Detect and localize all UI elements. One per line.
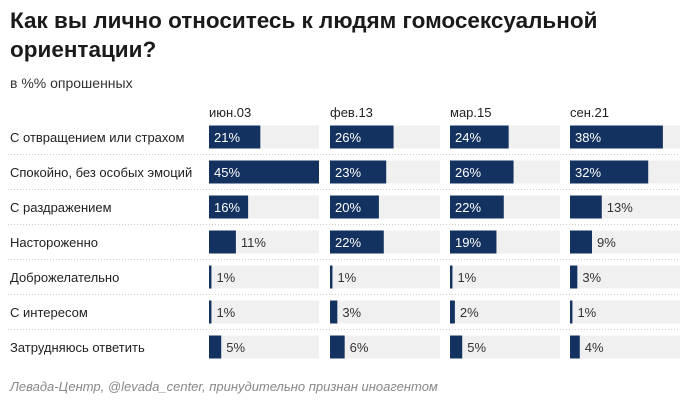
row-label: С раздражением: [10, 200, 112, 215]
bar: [450, 230, 497, 254]
bar: [570, 300, 573, 324]
bar: [209, 125, 261, 149]
bar-track: [570, 265, 680, 289]
data-label: 4%: [585, 340, 604, 355]
data-label: 22%: [335, 235, 361, 250]
bar-track: [209, 265, 319, 289]
bar-track: [209, 230, 319, 254]
data-label: 6%: [350, 340, 369, 355]
chart-title: Как вы лично относитесь к людям гомосекс…: [10, 8, 598, 62]
chart-subtitle: в %% опрошенных: [10, 75, 133, 91]
row-label: Спокойно, без особых эмоций: [10, 165, 192, 180]
data-label: 45%: [214, 165, 240, 180]
data-label: 1%: [457, 270, 476, 285]
column-header: сен.21: [570, 105, 609, 120]
bar: [209, 335, 222, 359]
data-label: 1%: [577, 305, 596, 320]
bar: [570, 230, 592, 254]
bar: [450, 265, 453, 289]
bar: [209, 300, 212, 324]
bar-track: [570, 335, 680, 359]
source-note: Левада-Центр, @levada_center, принудител…: [10, 379, 438, 394]
bar: [330, 265, 333, 289]
bar: [450, 125, 509, 149]
row-label: Затрудняюсь ответить: [10, 340, 145, 355]
bar-track: [330, 265, 440, 289]
data-label: 26%: [335, 130, 361, 145]
bar: [450, 300, 455, 324]
data-label: 3%: [582, 270, 601, 285]
data-label: 26%: [455, 165, 481, 180]
data-label: 24%: [455, 130, 481, 145]
bar: [330, 125, 394, 149]
column-header: фев.13: [330, 105, 373, 120]
data-label: 1%: [337, 270, 356, 285]
data-label: 1%: [216, 305, 235, 320]
bar-track: [450, 335, 560, 359]
data-label: 22%: [455, 200, 481, 215]
bar: [570, 265, 578, 289]
bar: [330, 195, 379, 219]
data-label: 11%: [241, 235, 266, 250]
data-label: 38%: [575, 130, 601, 145]
data-label: 16%: [214, 200, 240, 215]
column-header: июн.03: [209, 105, 251, 120]
bar: [330, 300, 338, 324]
bar: [330, 230, 384, 254]
data-label: 13%: [607, 200, 633, 215]
bar: [209, 265, 212, 289]
bar: [570, 125, 663, 149]
bar-track: [450, 265, 560, 289]
bar: [209, 160, 319, 184]
row-label: С отвращением или страхом: [10, 130, 184, 145]
bar: [570, 160, 649, 184]
row-label: С интересом: [10, 305, 88, 320]
bar: [330, 160, 387, 184]
bar: [570, 195, 602, 219]
data-label: 2%: [460, 305, 479, 320]
data-label: 3%: [342, 305, 361, 320]
bar: [330, 335, 345, 359]
bar: [570, 335, 580, 359]
bar-track: [570, 300, 680, 324]
bar-track: [450, 300, 560, 324]
data-label: 23%: [335, 165, 361, 180]
bar: [450, 160, 514, 184]
bar-track: [209, 300, 319, 324]
data-label: 21%: [214, 130, 240, 145]
data-label: 32%: [575, 165, 601, 180]
bar-track: [209, 335, 319, 359]
bar: [450, 335, 463, 359]
bar: [450, 195, 504, 219]
data-label: 19%: [455, 235, 481, 250]
bar: [209, 195, 249, 219]
data-label: 5%: [226, 340, 245, 355]
bar: [209, 230, 236, 254]
bar-track: [570, 230, 680, 254]
data-label: 1%: [216, 270, 235, 285]
data-label: 20%: [335, 200, 361, 215]
row-label: Настороженно: [10, 235, 98, 250]
bar-track: [330, 300, 440, 324]
data-label: 9%: [597, 235, 616, 250]
row-label: Доброжелательно: [10, 270, 119, 285]
data-label: 5%: [467, 340, 486, 355]
bar-track: [330, 335, 440, 359]
column-header: мар.15: [450, 105, 491, 120]
